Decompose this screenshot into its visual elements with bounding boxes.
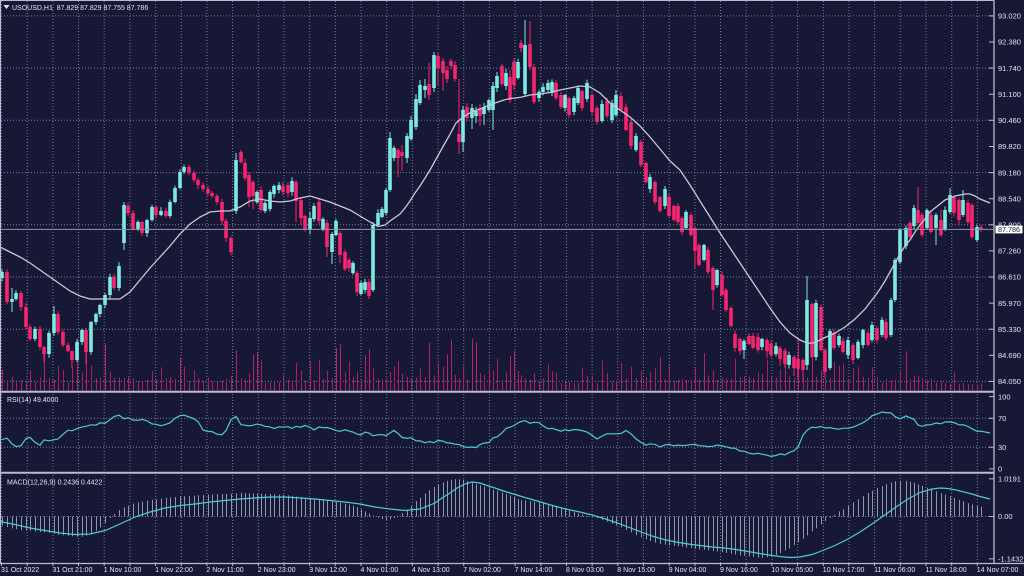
svg-text:USOUSD,H1 87.829 87.829 87.75: USOUSD,H1 87.829 87.829 87.755 87.786 <box>12 5 148 12</box>
svg-text:89.180: 89.180 <box>998 168 1021 177</box>
svg-text:-1.1432: -1.1432 <box>998 555 1023 564</box>
svg-text:87.900: 87.900 <box>998 221 1021 230</box>
svg-text:1 Nov 10:00: 1 Nov 10:00 <box>104 567 142 574</box>
svg-text:93.020: 93.020 <box>998 12 1021 21</box>
svg-text:90.460: 90.460 <box>998 116 1021 125</box>
svg-text:8 Nov 15:00: 8 Nov 15:00 <box>617 567 655 574</box>
svg-text:84.050: 84.050 <box>998 377 1021 386</box>
svg-text:9 Nov 16:00: 9 Nov 16:00 <box>720 567 758 574</box>
svg-text:1 Nov 22:00: 1 Nov 22:00 <box>155 567 193 574</box>
svg-text:0.00: 0.00 <box>998 512 1013 521</box>
svg-text:88.540: 88.540 <box>998 194 1021 203</box>
svg-text:84.690: 84.690 <box>998 351 1021 360</box>
svg-text:11 Nov 18:00: 11 Nov 18:00 <box>926 567 967 574</box>
svg-text:87.260: 87.260 <box>998 247 1021 256</box>
svg-text:11 Nov 06:00: 11 Nov 06:00 <box>874 567 915 574</box>
svg-text:70: 70 <box>998 414 1006 423</box>
svg-text:91.100: 91.100 <box>998 90 1021 99</box>
svg-text:31 Oct 21:00: 31 Oct 21:00 <box>52 567 92 574</box>
svg-text:92.380: 92.380 <box>998 38 1021 47</box>
svg-text:86.610: 86.610 <box>998 273 1021 282</box>
svg-text:7 Nov 14:00: 7 Nov 14:00 <box>515 567 553 574</box>
svg-text:85.330: 85.330 <box>998 325 1021 334</box>
svg-text:31 Oct 2022: 31 Oct 2022 <box>1 567 39 574</box>
svg-text:MACD(12,26,9) 0.2436 0.4422: MACD(12,26,9) 0.2436 0.4422 <box>7 480 102 487</box>
svg-text:89.820: 89.820 <box>998 142 1021 151</box>
svg-text:30: 30 <box>998 443 1006 452</box>
svg-text:85.970: 85.970 <box>998 299 1021 308</box>
svg-text:100: 100 <box>998 392 1011 401</box>
svg-text:9 Nov 04:00: 9 Nov 04:00 <box>669 567 707 574</box>
svg-text:RSI(14) 49.4000: RSI(14) 49.4000 <box>7 397 58 404</box>
svg-text:7 Nov 02:00: 7 Nov 02:00 <box>463 567 501 574</box>
svg-text:4 Nov 01:00: 4 Nov 01:00 <box>361 567 399 574</box>
svg-text:1.0191: 1.0191 <box>998 475 1021 484</box>
svg-text:91.740: 91.740 <box>998 64 1021 73</box>
svg-text:4 Nov 13:00: 4 Nov 13:00 <box>412 567 450 574</box>
svg-text:2 Nov 23:00: 2 Nov 23:00 <box>258 567 296 574</box>
svg-text:87.786: 87.786 <box>998 225 1020 234</box>
svg-text:2 Nov 11:00: 2 Nov 11:00 <box>206 567 243 574</box>
svg-text:10 Nov 05:00: 10 Nov 05:00 <box>771 567 813 574</box>
svg-text:8 Nov 03:00: 8 Nov 03:00 <box>566 567 604 574</box>
svg-text:10 Nov 17:00: 10 Nov 17:00 <box>823 567 865 574</box>
svg-text:3 Nov 12:00: 3 Nov 12:00 <box>309 567 347 574</box>
svg-text:14 Nov 07:00: 14 Nov 07:00 <box>977 567 1019 574</box>
svg-text:0: 0 <box>998 465 1002 474</box>
